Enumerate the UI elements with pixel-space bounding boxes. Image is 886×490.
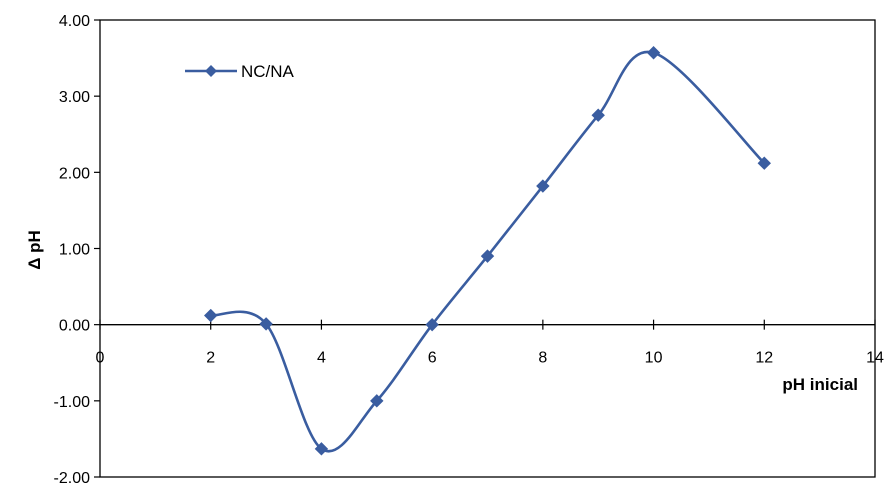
data-point bbox=[646, 46, 661, 60]
y-axis-title: Δ pH bbox=[25, 230, 44, 270]
x-tick-label: 4 bbox=[317, 350, 326, 367]
y-tick-label: 3.00 bbox=[59, 89, 90, 106]
legend: NC/NA bbox=[185, 62, 295, 81]
x-tick-label: 14 bbox=[866, 350, 884, 367]
data-point bbox=[204, 308, 218, 323]
x-tick-label: 12 bbox=[755, 350, 773, 367]
data-point bbox=[425, 317, 439, 332]
y-tick-label: -1.00 bbox=[54, 394, 91, 411]
x-axis-title: pH inicial bbox=[782, 375, 858, 394]
data-point bbox=[314, 442, 329, 456]
legend-label-nc-na: NC/NA bbox=[241, 62, 295, 81]
data-point bbox=[480, 249, 495, 263]
x-tick-label: 8 bbox=[538, 350, 547, 367]
x-tick-label: 0 bbox=[96, 350, 105, 367]
data-point bbox=[259, 317, 273, 331]
plot-area-border bbox=[99, 19, 876, 478]
plot-frame-layer bbox=[99, 19, 876, 478]
data-point bbox=[757, 156, 771, 170]
y-tick-label: -2.00 bbox=[54, 470, 91, 485]
x-tick-label: 2 bbox=[206, 350, 215, 367]
y-tick-label: 4.00 bbox=[59, 13, 90, 30]
data-point bbox=[536, 179, 550, 193]
x-tick-label: 10 bbox=[645, 350, 663, 367]
y-tick-label: 2.00 bbox=[59, 165, 90, 182]
series-line-0 bbox=[210, 50, 766, 453]
axis-layer: -2.00 -1.00 0.00 1.00 2.00 3.00 4.00 0 2 4 6 8 10 12 1… bbox=[54, 13, 884, 487]
series-layer bbox=[204, 46, 771, 456]
y-tick-label: 0.00 bbox=[59, 318, 90, 335]
x-tick-label: 6 bbox=[428, 350, 437, 367]
data-point bbox=[370, 394, 384, 408]
data-point bbox=[591, 108, 605, 122]
y-tick-label: 1.00 bbox=[59, 242, 90, 259]
legend-marker-nc-na bbox=[205, 65, 217, 77]
